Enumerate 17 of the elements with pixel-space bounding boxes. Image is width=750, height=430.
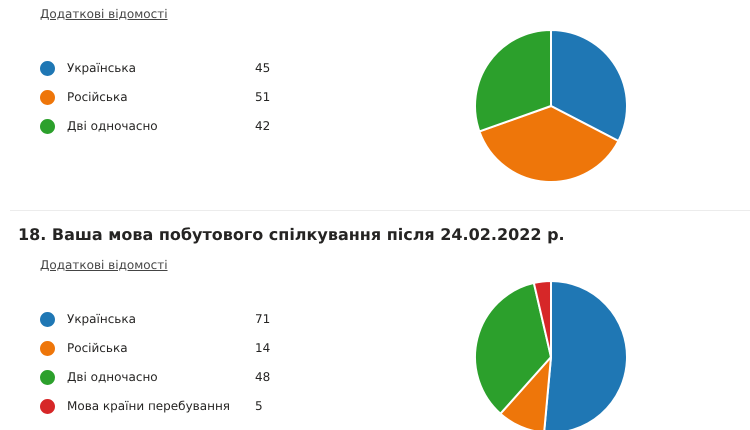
text: Додаткові відомості [40, 7, 168, 21]
legend-label: Українська [67, 312, 136, 326]
text: Додаткові відомості [40, 258, 168, 272]
data-label: 14 [255, 341, 270, 355]
data-label: 71 [255, 312, 270, 326]
legend-label: Дві одночасно [67, 370, 158, 384]
chart-title: 18. Ваша мова побутового спілкування після 24.02.2022 р. [18, 225, 565, 244]
legend-label: Російська [67, 341, 128, 355]
legend-label: Українська [67, 61, 136, 75]
data-label: 42 [255, 119, 270, 133]
legend-label: Російська [67, 90, 128, 104]
legend-label: Мова країни перебування [67, 399, 230, 413]
data-label: 48 [255, 370, 270, 384]
legend-label: Дві одночасно [67, 119, 158, 133]
data-label: 5 [255, 399, 263, 413]
data-label: 51 [255, 90, 270, 104]
data-label: 45 [255, 61, 270, 75]
